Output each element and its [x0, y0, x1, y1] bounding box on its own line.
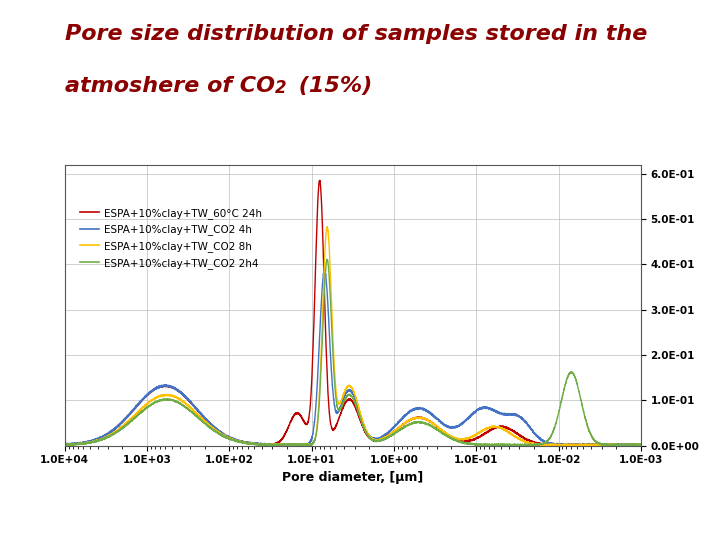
- Text: atmoshere of CO: atmoshere of CO: [65, 76, 275, 96]
- Legend: ESPA+10%clay+TW_60°C 24h, ESPA+10%clay+TW_CO2 4h, ESPA+10%clay+TW_CO2 8h, ESPA+1: ESPA+10%clay+TW_60°C 24h, ESPA+10%clay+T…: [76, 204, 266, 273]
- ESPA+10%clay+TW_60°C 24h: [315, 177, 324, 184]
- ESPA+10%clay+TW_60°C 24h: [406, 416, 415, 422]
- ESPA+10%clay+TW_CO2 4h: [435, 417, 444, 423]
- ESPA+10%clay+TW_CO2 2h4: [435, 428, 444, 435]
- Line: ESPA+10%clay+TW_CO2 2h4: ESPA+10%clay+TW_CO2 2h4: [65, 260, 641, 446]
- Line: ESPA+10%clay+TW_60°C 24h: ESPA+10%clay+TW_60°C 24h: [65, 180, 641, 446]
- Text: Pore size distribution of samples stored in the: Pore size distribution of samples stored…: [65, 24, 647, 44]
- ESPA+10%clay+TW_CO2 8h: [60, 441, 69, 448]
- ESPA+10%clay+TW_CO2 8h: [165, 392, 174, 398]
- ESPA+10%clay+TW_CO2 8h: [323, 224, 332, 230]
- Line: ESPA+10%clay+TW_CO2 8h: ESPA+10%clay+TW_CO2 8h: [65, 227, 641, 446]
- Text: 2: 2: [275, 79, 287, 97]
- ESPA+10%clay+TW_60°C 24h: [165, 383, 174, 390]
- ESPA+10%clay+TW_CO2 8h: [406, 417, 415, 423]
- ESPA+10%clay+TW_CO2 4h: [534, 434, 543, 440]
- ESPA+10%clay+TW_CO2 2h4: [636, 442, 645, 449]
- ESPA+10%clay+TW_CO2 4h: [165, 383, 174, 390]
- ESPA+10%clay+TW_CO2 8h: [534, 441, 543, 447]
- ESPA+10%clay+TW_CO2 4h: [608, 442, 617, 449]
- ESPA+10%clay+TW_CO2 4h: [281, 442, 289, 448]
- ESPA+10%clay+TW_CO2 8h: [435, 426, 444, 432]
- ESPA+10%clay+TW_CO2 2h4: [500, 442, 509, 449]
- ESPA+10%clay+TW_CO2 2h4: [165, 397, 174, 403]
- ESPA+10%clay+TW_60°C 24h: [60, 441, 69, 448]
- ESPA+10%clay+TW_CO2 2h4: [281, 442, 289, 448]
- Text: (15%): (15%): [291, 76, 372, 96]
- ESPA+10%clay+TW_CO2 4h: [406, 408, 415, 414]
- ESPA+10%clay+TW_CO2 2h4: [406, 421, 415, 427]
- Text: IX Oil Shale Conference, 16 November 2017: IX Oil Shale Conference, 16 November 201…: [230, 513, 490, 526]
- ESPA+10%clay+TW_60°C 24h: [281, 431, 289, 438]
- ESPA+10%clay+TW_60°C 24h: [490, 424, 499, 430]
- ESPA+10%clay+TW_CO2 8h: [636, 442, 645, 449]
- ESPA+10%clay+TW_CO2 8h: [490, 424, 499, 430]
- ESPA+10%clay+TW_CO2 2h4: [534, 442, 543, 448]
- ESPA+10%clay+TW_CO2 2h4: [490, 441, 499, 448]
- ESPA+10%clay+TW_CO2 4h: [636, 442, 645, 448]
- ESPA+10%clay+TW_CO2 8h: [281, 442, 289, 448]
- ESPA+10%clay+TW_60°C 24h: [534, 440, 543, 447]
- ESPA+10%clay+TW_60°C 24h: [605, 442, 613, 449]
- ESPA+10%clay+TW_CO2 8h: [564, 442, 573, 449]
- X-axis label: Pore diameter, [μm]: Pore diameter, [μm]: [282, 471, 423, 484]
- ESPA+10%clay+TW_CO2 4h: [490, 408, 499, 414]
- Line: ESPA+10%clay+TW_CO2 4h: ESPA+10%clay+TW_CO2 4h: [65, 269, 641, 445]
- ESPA+10%clay+TW_60°C 24h: [435, 425, 444, 431]
- ESPA+10%clay+TW_CO2 2h4: [323, 256, 331, 263]
- ESPA+10%clay+TW_CO2 2h4: [60, 441, 69, 448]
- ESPA+10%clay+TW_CO2 4h: [60, 442, 69, 448]
- ESPA+10%clay+TW_60°C 24h: [636, 441, 645, 448]
- ESPA+10%clay+TW_CO2 4h: [320, 266, 329, 273]
